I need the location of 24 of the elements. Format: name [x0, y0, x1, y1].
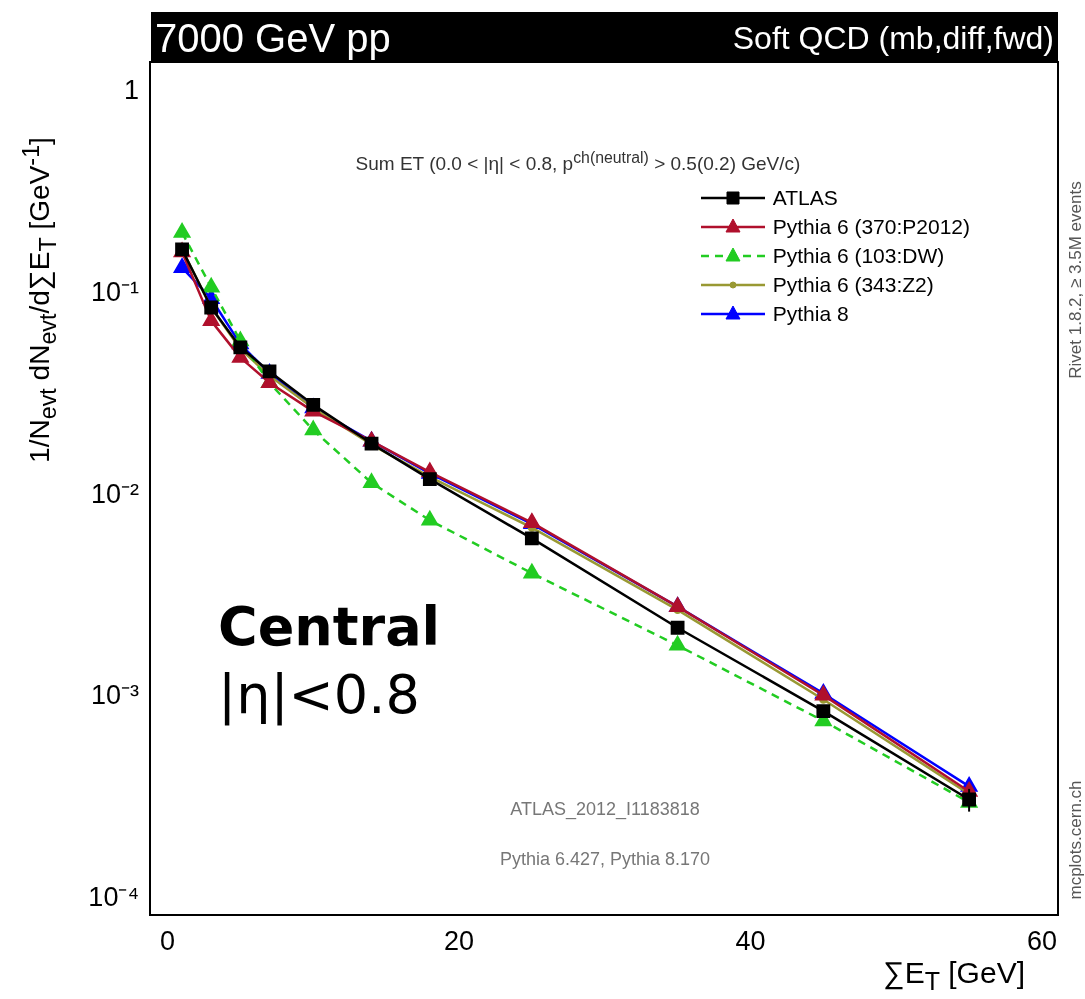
y-tick-label: 10⁻⁴ [88, 882, 139, 913]
annotation: ATLAS_2012_I1183818 [510, 799, 700, 819]
chart-subtitle: Soft QCD (mb,diff,fwd) [732, 20, 1054, 56]
y-tick-label: 10⁻¹ [90, 276, 139, 307]
y-tick-label: 10⁻² [90, 478, 139, 509]
annotation: Central [218, 595, 441, 658]
legend-label: Pythia 6 (370:P2012) [772, 214, 970, 239]
legend-label: ATLAS [772, 185, 838, 210]
annotation: Pythia 6.427, Pythia 8.170 [499, 849, 711, 869]
legend-label: Pythia 6 (343:Z2) [772, 272, 934, 297]
annotation: Sum ET (0.0 < |η| < 0.8, p$^{ch(neutral)}$ > 0.5(0.2) GeV/c) [355, 149, 801, 175]
x-tick-label: 0 [159, 925, 176, 956]
annotation: |η|<0.8 [218, 663, 420, 726]
x-tick-label: 20 [443, 925, 475, 956]
x-tick-label: 40 [735, 925, 766, 956]
legend-label: Pythia 8 [772, 301, 849, 326]
text: Rivet 1.8.2, ≥ 3.5M events [1065, 181, 1085, 379]
y-tick-label: 1 [123, 74, 139, 105]
x-axis-title: ∑E$_{T}$ [GeV] [883, 956, 1025, 995]
y-tick-label: 10⁻³ [90, 680, 139, 711]
chart-title: 7000 GeV pp [155, 16, 391, 60]
legend-label: Pythia 6 (103:DW) [772, 243, 945, 268]
text: mcplots.cern.ch [1065, 780, 1085, 900]
x-tick-label: 60 [1026, 925, 1057, 956]
